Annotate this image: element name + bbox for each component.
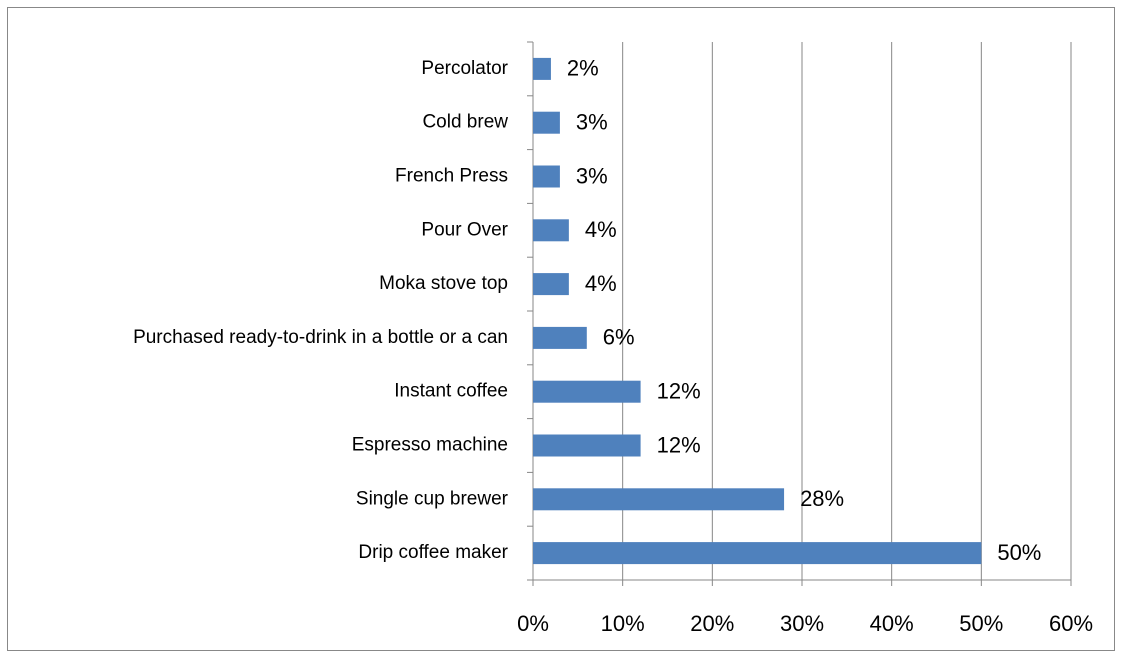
bar <box>533 434 641 457</box>
y-tick-label: Purchased ready-to-drink in a bottle or … <box>133 327 508 348</box>
x-tick-label: 60% <box>1049 611 1093 636</box>
bar <box>533 326 587 349</box>
y-tick-label: Moka stove top <box>379 273 508 294</box>
bar <box>533 273 569 296</box>
value-label: 3% <box>576 163 608 188</box>
y-tick-label: French Press <box>395 166 508 187</box>
x-tick-label: 50% <box>959 611 1003 636</box>
value-label: 50% <box>997 540 1041 565</box>
bar <box>533 488 785 511</box>
y-tick-label: Instant coffee <box>394 381 508 402</box>
value-label: 6% <box>603 325 635 350</box>
x-tick-label: 10% <box>601 611 645 636</box>
value-label: 3% <box>576 110 608 135</box>
bar <box>533 57 551 80</box>
y-tick-label: Single cup brewer <box>356 488 509 509</box>
y-tick-label: Espresso machine <box>352 435 508 456</box>
bar <box>533 165 560 188</box>
x-tick-label: 30% <box>780 611 824 636</box>
bar <box>533 542 982 565</box>
value-label: 4% <box>585 271 617 296</box>
value-label: 4% <box>585 217 617 242</box>
y-tick-label: Cold brew <box>422 112 508 133</box>
x-tick-label: 40% <box>870 611 914 636</box>
bar <box>533 111 560 134</box>
value-label: 12% <box>657 379 701 404</box>
bar <box>533 219 569 242</box>
value-label: 2% <box>567 56 599 81</box>
y-tick-label: Pour Over <box>421 219 508 240</box>
value-label: 12% <box>657 432 701 457</box>
x-tick-label: 20% <box>690 611 734 636</box>
x-tick-label: 0% <box>517 611 549 636</box>
y-tick-label: Drip coffee maker <box>358 542 508 563</box>
y-tick-label: Percolator <box>421 58 508 79</box>
value-label: 28% <box>800 486 844 511</box>
bar <box>533 380 641 403</box>
